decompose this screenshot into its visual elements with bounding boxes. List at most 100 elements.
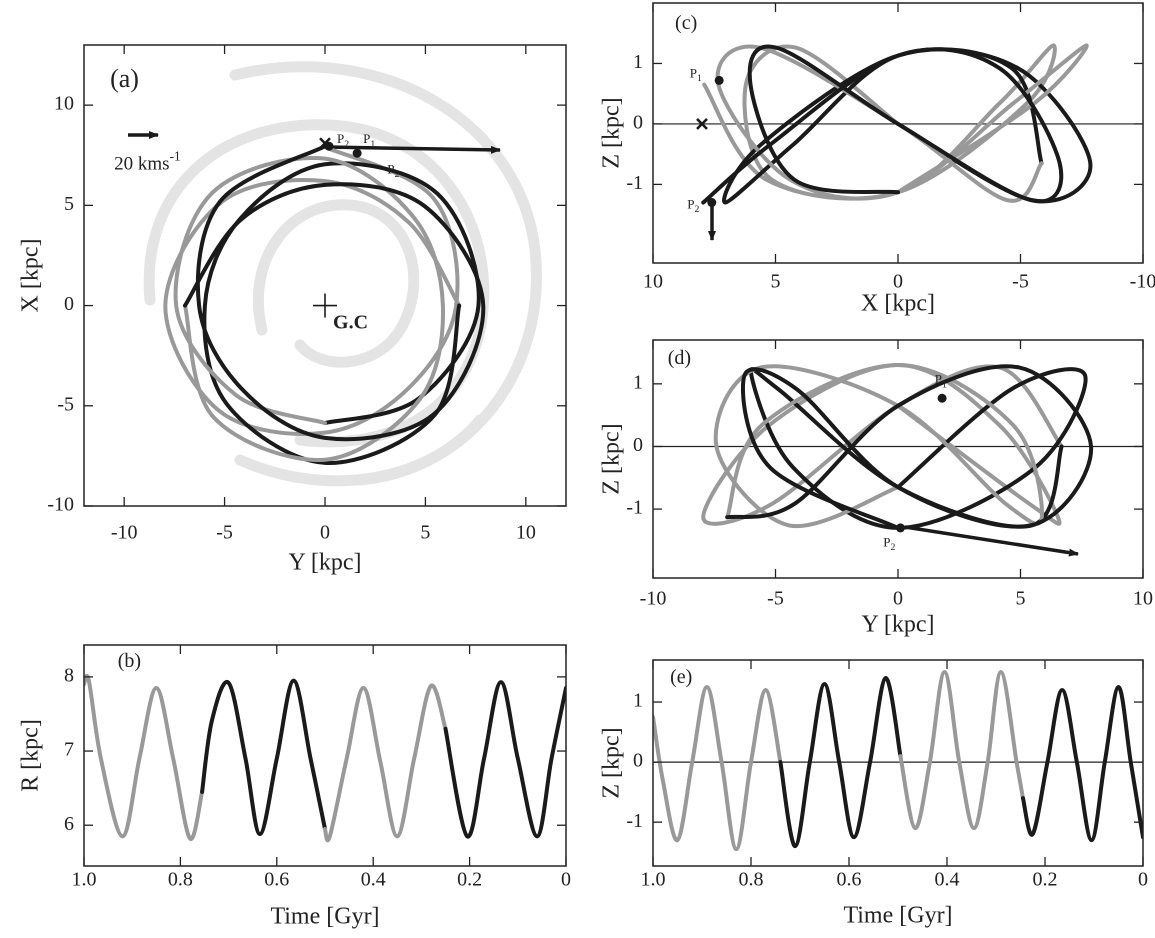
y-axis-label: R [kpc] bbox=[18, 719, 44, 792]
x-axis-label: Time [Gyr] bbox=[270, 904, 379, 930]
arrows bbox=[128, 131, 1079, 557]
annotation-subscript: 1 bbox=[942, 379, 947, 390]
y-tick-label: 1 bbox=[633, 371, 643, 393]
annotation: (a) bbox=[110, 64, 139, 93]
x-axis-label: Y [kpc] bbox=[861, 612, 934, 638]
y-tick-label: -10 bbox=[47, 494, 74, 516]
annotation-text: (b) bbox=[118, 650, 141, 672]
x-axis-label: Time [Gyr] bbox=[843, 903, 952, 929]
orbit-line bbox=[323, 683, 448, 843]
position-dot bbox=[352, 148, 362, 158]
annotation-subscript: 1 bbox=[370, 139, 375, 150]
annotation-text: G.C bbox=[333, 311, 368, 333]
plot-area bbox=[653, 43, 1143, 205]
orbit-line bbox=[701, 363, 1064, 526]
orbit-line bbox=[653, 685, 783, 852]
x-tick-label: 0.6 bbox=[837, 869, 862, 891]
y-tick-label: 0 bbox=[633, 434, 643, 456]
y-axis-label: X [kpc] bbox=[18, 239, 44, 313]
x-tick-label: -10 bbox=[1130, 271, 1155, 293]
plot-frame bbox=[652, 339, 1144, 579]
annotation: G.C bbox=[333, 311, 368, 333]
y-tick-label: 8 bbox=[64, 664, 74, 686]
x-tick-label: 1.0 bbox=[641, 869, 666, 891]
orbit-line bbox=[725, 364, 1094, 530]
x-tick-label: 0 bbox=[1138, 869, 1148, 891]
x-tick-label: 0 bbox=[893, 588, 903, 610]
spiral-arms bbox=[143, 61, 542, 487]
y-axis-label: Z [kpc] bbox=[599, 423, 625, 494]
annotation-text: (c) bbox=[675, 12, 697, 34]
annotation-text: P bbox=[690, 65, 697, 80]
y-tick-label: -5 bbox=[57, 393, 74, 415]
annotation-text: P bbox=[687, 197, 694, 212]
orbit-line bbox=[183, 144, 486, 442]
annotation-text: P bbox=[935, 372, 942, 387]
x-tick-label: -10 bbox=[640, 588, 667, 610]
x-tick-label: 0 bbox=[320, 522, 330, 544]
annotation-subscript: 2 bbox=[695, 204, 700, 215]
annotation-subscript: 2 bbox=[344, 139, 349, 150]
x-tick-label: -10 bbox=[111, 522, 138, 544]
velocity-arrow bbox=[904, 525, 1079, 557]
x-tick-label: 5 bbox=[1016, 588, 1026, 610]
orbit-line bbox=[713, 363, 1044, 529]
orbit-line bbox=[443, 680, 566, 839]
panel: 1.0 0.8 0.6 0.4 0.2 0 -1 0 1 Time [Gyr] Z [kpc] (e) bbox=[599, 659, 1148, 929]
x-tick-label: 0.6 bbox=[264, 869, 289, 891]
plot-area bbox=[653, 363, 1143, 530]
x-tick-label: 10 bbox=[516, 522, 536, 544]
annotation-superscript: -1 bbox=[170, 149, 181, 164]
x-tick-label: 0.2 bbox=[1033, 869, 1058, 891]
velocity-arrow bbox=[325, 145, 501, 154]
x-tick-label: -5 bbox=[1012, 271, 1029, 293]
position-dot bbox=[895, 523, 905, 533]
annotation-text: (d) bbox=[668, 346, 691, 368]
y-tick-label: 0 bbox=[633, 112, 643, 134]
annotation-subscript: 2 bbox=[891, 542, 896, 553]
position-dot bbox=[937, 393, 947, 403]
orbit-line bbox=[173, 156, 446, 462]
annotation: P2 bbox=[337, 131, 349, 150]
position-dot bbox=[707, 198, 717, 208]
annotation: P2 bbox=[687, 197, 699, 216]
annotation: (d) bbox=[668, 346, 691, 368]
plot-area bbox=[84, 673, 566, 843]
cross-marker bbox=[319, 137, 331, 150]
annotation-text: (a) bbox=[110, 64, 139, 93]
x-axis-label: X [kpc] bbox=[861, 291, 935, 317]
plot-frame bbox=[83, 644, 567, 867]
y-tick-label: 0 bbox=[633, 750, 643, 772]
cross-arm bbox=[696, 118, 708, 130]
panel: 1.0 0.8 0.6 0.4 0.2 0 6 7 8 Time [Gyr] R [kpc] (b) bbox=[18, 644, 571, 930]
x-tick-label: 5 bbox=[771, 271, 781, 293]
orbit-line bbox=[84, 673, 205, 841]
y-tick-label: 10 bbox=[54, 93, 74, 115]
plot-area bbox=[653, 670, 1143, 852]
annotation: P1 bbox=[690, 65, 702, 84]
annotation-text: (e) bbox=[670, 666, 692, 688]
annotation-text: 20 kms bbox=[114, 154, 169, 175]
y-tick-label: 6 bbox=[64, 813, 74, 835]
y-tick-label: 1 bbox=[633, 690, 643, 712]
y-tick-label: -1 bbox=[626, 172, 643, 194]
annotation: (e) bbox=[670, 666, 692, 688]
y-tick-label: 5 bbox=[64, 193, 74, 215]
x-tick-label: 10 bbox=[643, 271, 663, 293]
orbit-line bbox=[200, 678, 327, 837]
x-tick-label: -5 bbox=[216, 522, 233, 544]
position-dot bbox=[714, 75, 724, 85]
y-tick-label: 7 bbox=[64, 739, 74, 761]
x-tick-label: 0.8 bbox=[168, 869, 193, 891]
orbit-line bbox=[778, 676, 903, 849]
annotation: P1 bbox=[363, 131, 375, 150]
plot-area bbox=[163, 144, 486, 465]
annotation-subscript: 1 bbox=[697, 73, 702, 84]
y-tick-label: 1 bbox=[633, 51, 643, 73]
orbit-line bbox=[898, 670, 1025, 831]
annotation-text: P bbox=[387, 161, 394, 176]
x-tick-label: 0 bbox=[561, 869, 571, 891]
x-tick-label: 0 bbox=[893, 271, 903, 293]
